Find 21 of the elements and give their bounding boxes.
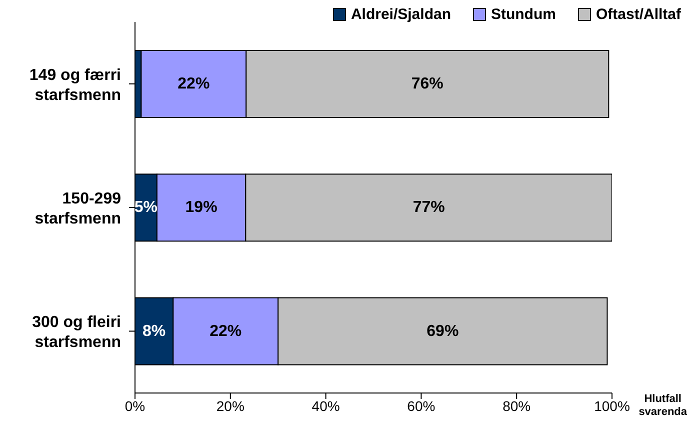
data-label: 77% [412, 199, 445, 216]
data-label: 5% [134, 199, 158, 216]
data-label: 22% [178, 75, 210, 92]
y-tick-label: 300 og fleiri starfsmenn [32, 314, 121, 352]
x-axis-title: Hlutfall svarenda [638, 393, 687, 419]
data-label: 76% [411, 75, 444, 92]
data-label: 69% [426, 322, 459, 340]
x-tick-label: 80% [502, 398, 531, 414]
data-label: 8% [142, 322, 166, 340]
x-tick-label: 20% [216, 398, 244, 414]
legend-label: Stundum [490, 6, 556, 23]
y-tick-label: 149 og færri starfsmenn [29, 66, 121, 104]
x-tick-label: 100% [594, 398, 630, 414]
y-tick-label: 150-299 starfsmenn [34, 190, 122, 228]
x-tick-label: 60% [407, 398, 436, 414]
data-label: 19% [185, 199, 218, 216]
legend-label: Aldrei/Sjaldan [350, 6, 451, 23]
legend-label: Oftast/Alltaf [596, 6, 681, 23]
x-tick-label: 0% [124, 398, 146, 414]
data-label: 22% [210, 322, 242, 340]
x-tick-label: 40% [312, 398, 340, 414]
